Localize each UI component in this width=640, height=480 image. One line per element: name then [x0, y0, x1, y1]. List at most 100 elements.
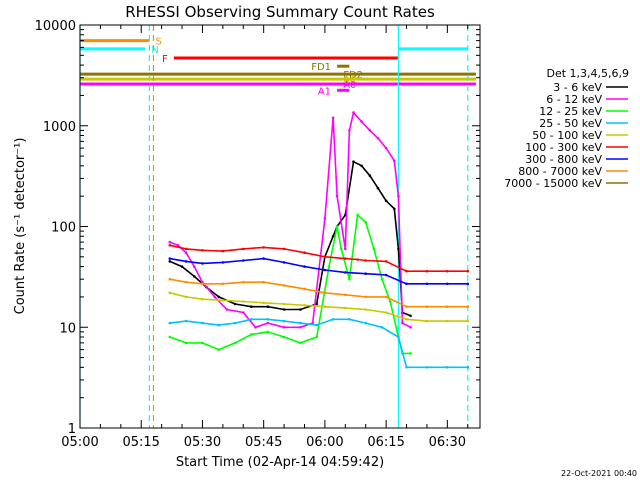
series-point [168, 335, 172, 339]
series-point [384, 311, 388, 314]
series-point [201, 321, 204, 325]
x-tick-label: 05:45 [245, 435, 282, 450]
series-point [360, 120, 363, 123]
series-point [466, 319, 470, 323]
series-point [201, 341, 204, 345]
series-point [335, 194, 339, 198]
series-point [225, 308, 229, 311]
y-tick-label: 100 [51, 221, 76, 236]
flag-label: A1 [318, 86, 331, 97]
series-point [409, 352, 412, 355]
x-tick-label: 06:30 [429, 435, 466, 450]
series-point [168, 321, 172, 325]
y-tick-label: 1000 [43, 120, 76, 135]
series-point [335, 225, 339, 228]
series-point [364, 295, 368, 299]
series-point [266, 330, 270, 334]
legend-label: 100 - 300 keV [525, 141, 602, 154]
series-point [266, 318, 270, 321]
flag-label: S [155, 37, 161, 48]
series-point [282, 335, 286, 339]
series-point [193, 265, 196, 268]
series-point [466, 282, 470, 286]
series-point [364, 221, 368, 224]
series-point [348, 277, 351, 281]
flag-label: A0 [343, 80, 356, 91]
series-point [446, 319, 449, 323]
y-tick-label: 1 [68, 422, 76, 437]
series-point [282, 319, 286, 323]
series-point [184, 251, 188, 254]
series-point [184, 260, 188, 263]
legend-label: 300 - 800 keV [525, 153, 602, 166]
series-point [221, 282, 225, 286]
series-point [405, 282, 408, 286]
series-point [262, 246, 266, 249]
legend-label: 12 - 25 keV [539, 105, 602, 118]
series-point [425, 305, 429, 309]
flag-label: FD1 [311, 62, 331, 73]
series-point [233, 302, 237, 306]
series-point [242, 311, 245, 314]
series-point [344, 271, 347, 274]
series-point [344, 247, 347, 251]
series-point [303, 287, 306, 291]
series-point [344, 306, 347, 310]
series-point [168, 277, 172, 281]
series-point [376, 137, 380, 140]
series-point [282, 302, 286, 306]
series-point [344, 257, 347, 260]
series-line [169, 257, 468, 285]
series-point [184, 295, 188, 299]
flag-label: FD2 [343, 70, 363, 81]
y-tick-label: 10 [59, 321, 76, 336]
series-line [169, 213, 411, 355]
legend-title: Det 1,3,4,5,6,9 [546, 67, 629, 80]
series-point [344, 293, 347, 297]
series-point [282, 326, 286, 329]
series-point [425, 319, 429, 323]
flag-label: N [151, 45, 158, 56]
series-point [233, 341, 237, 345]
x-tick-label: 05:30 [184, 435, 221, 450]
series-line [169, 278, 468, 308]
series-point [242, 300, 245, 303]
y-tick-label: 10000 [35, 19, 76, 34]
series-point [262, 280, 266, 284]
series-point [315, 302, 319, 306]
series-point [168, 244, 172, 247]
series-point [180, 265, 184, 268]
series-point [397, 335, 400, 339]
series-point [242, 280, 245, 284]
series-point [168, 240, 172, 244]
series-point [184, 247, 188, 251]
series-point [323, 305, 327, 309]
series-point [217, 323, 221, 327]
series-point [356, 258, 359, 261]
series-point [299, 308, 302, 311]
series-point [303, 304, 306, 307]
series-point [425, 366, 429, 369]
series-point [446, 366, 449, 369]
series-point [282, 247, 286, 251]
series-point [233, 321, 237, 325]
series-point [266, 321, 270, 325]
flag-label: F [162, 54, 168, 65]
series-point [262, 257, 266, 260]
series-point [323, 291, 327, 295]
series-point [282, 308, 286, 311]
series-point [364, 321, 368, 325]
series-point [323, 268, 327, 272]
legend-label: 6 - 12 keV [546, 93, 602, 106]
series-point [352, 160, 355, 163]
series-point [201, 249, 204, 252]
series-point [221, 249, 225, 253]
series-point [299, 341, 302, 345]
x-tick-label: 06:00 [306, 435, 343, 450]
legend-label: 25 - 50 keV [539, 117, 602, 130]
series-point [384, 260, 388, 263]
series-point [176, 244, 180, 247]
